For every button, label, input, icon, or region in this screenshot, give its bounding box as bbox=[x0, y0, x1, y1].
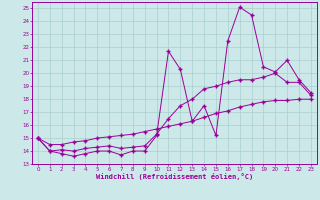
X-axis label: Windchill (Refroidissement éolien,°C): Windchill (Refroidissement éolien,°C) bbox=[96, 173, 253, 180]
